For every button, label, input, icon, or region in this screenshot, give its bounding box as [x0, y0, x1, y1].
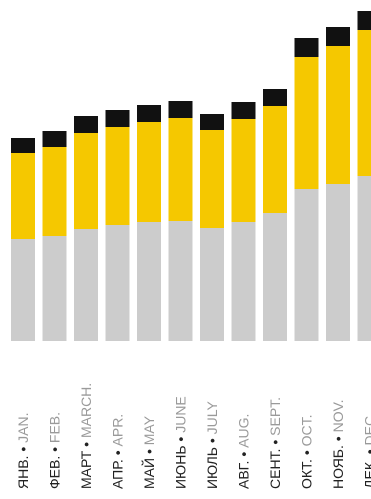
bar-gray-segment	[168, 221, 193, 341]
bar-gray-segment	[74, 229, 98, 341]
bar-yellow-segment	[11, 153, 35, 239]
bar-gray-segment	[11, 239, 35, 341]
bar-gray-segment	[231, 222, 256, 341]
month-label-ru: АВГ.	[236, 461, 252, 489]
month-label-en: FEB.	[47, 412, 63, 443]
bar-gray-segment	[105, 225, 130, 341]
month-label-ru: ФЕВ.	[47, 456, 63, 489]
month-label-en: DEC.	[362, 412, 371, 445]
month-label-ru: ДЕК.	[362, 458, 371, 489]
bar-yellow-segment	[137, 122, 161, 222]
month-label: НОЯБ. • NOV.	[330, 399, 346, 489]
bar-black-segment	[137, 105, 161, 122]
month-label-ru: СЕНТ.	[267, 449, 283, 489]
month-label-separator: •	[47, 443, 63, 456]
month-label: ИЮЛЬ • JULY	[204, 401, 220, 489]
bar-gray-segment	[263, 213, 287, 341]
bar-black-segment	[200, 114, 224, 130]
month-label-separator: •	[173, 433, 189, 446]
month-label-en: JUNE	[173, 396, 189, 433]
month-label: ФЕВ. • FEB.	[47, 412, 63, 489]
month-label: СЕНТ. • SEPT.	[267, 397, 283, 489]
bar-yellow-segment	[42, 147, 67, 236]
bar-yellow-segment	[105, 127, 130, 225]
month-label-ru: ЯНВ.	[15, 456, 31, 489]
bar-black-segment	[42, 131, 67, 147]
month-label-ru: НОЯБ.	[330, 445, 346, 489]
month-label-en: JULY	[204, 401, 220, 435]
month-label-separator: •	[330, 432, 346, 445]
bar-black-segment	[231, 102, 256, 119]
bar-black-segment	[74, 116, 98, 133]
bar-black-segment	[294, 38, 319, 57]
month-label: АПР. • APR.	[110, 414, 126, 489]
bar-black-segment	[11, 138, 35, 153]
month-label-separator: •	[15, 443, 31, 456]
month-label-en: OCT.	[299, 414, 315, 446]
bar-yellow-segment	[231, 119, 256, 222]
month-label-separator: •	[204, 434, 220, 447]
bar-yellow-segment	[74, 133, 98, 229]
month-label: МАЙ • MAY	[140, 415, 157, 489]
bar-black-segment	[168, 101, 193, 118]
bar-gray-segment	[42, 236, 67, 341]
month-label-ru: ИЮНЬ	[173, 445, 189, 489]
month-label-ru: МАРТ	[78, 450, 94, 489]
month-label-ru: ИЮЛЬ	[204, 447, 220, 489]
bar-yellow-segment	[263, 106, 287, 213]
month-label-en: MARCH.	[78, 383, 94, 438]
month-label: ОКТ. • OCT.	[299, 414, 315, 489]
month-label-en: JAN.	[15, 413, 31, 443]
bar-black-segment	[263, 89, 287, 106]
month-label-separator: •	[299, 446, 315, 459]
month-label: ДЕК. • DEC.	[362, 412, 371, 489]
month-label-en: SEPT.	[267, 397, 283, 436]
month-label: ЯНВ. • JAN.	[15, 413, 31, 489]
month-label: ИЮНЬ • JUNE	[173, 396, 189, 489]
month-label-separator: •	[236, 448, 252, 461]
bar-black-segment	[105, 110, 130, 127]
bar-yellow-segment	[168, 118, 193, 221]
bar-gray-segment	[137, 222, 161, 341]
bar-black-segment	[326, 27, 350, 46]
month-label-separator: •	[362, 445, 371, 458]
month-label-en: NOV.	[330, 399, 346, 432]
month-label: МАРТ • MARCH.	[78, 383, 94, 489]
bar-yellow-segment	[326, 46, 350, 184]
bar-yellow-segment	[200, 130, 224, 228]
bar-gray-segment	[294, 189, 319, 341]
month-label-ru: ОКТ.	[299, 459, 315, 489]
bar-gray-segment	[326, 184, 350, 341]
month-label-en: AUG.	[236, 414, 252, 448]
month-label-ru: АПР.	[110, 459, 126, 489]
month-label-separator: •	[110, 446, 126, 459]
bar-gray-segment	[357, 176, 371, 341]
month-label-separator: •	[141, 445, 157, 458]
month-label-en: APR.	[110, 414, 126, 447]
bar-black-segment	[357, 11, 371, 30]
month-label: АВГ. • AUG.	[236, 414, 252, 489]
month-label-en: MAY	[141, 415, 157, 445]
month-label-separator: •	[78, 438, 94, 451]
month-label-separator: •	[267, 436, 283, 449]
bar-gray-segment	[200, 228, 224, 341]
month-label-ru: МАЙ	[140, 458, 157, 489]
bar-yellow-segment	[357, 30, 371, 176]
bar-yellow-segment	[294, 57, 319, 189]
